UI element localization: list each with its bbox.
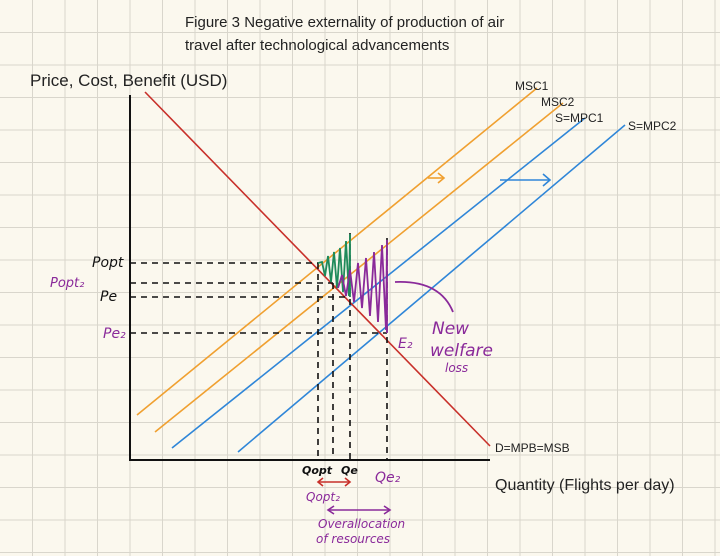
popt-label: Popt [92, 255, 124, 271]
demand-label: D=MPB=MSB [495, 441, 570, 455]
overallocation-text-1: Overallocation [318, 517, 405, 531]
welfare-loss-text-1: New [432, 319, 469, 339]
overallocation-text-2: of resources [316, 532, 390, 546]
welfare-loss-text-3: loss [445, 361, 468, 375]
qopt-qe-arrow [316, 477, 352, 487]
msc1-label: MSC1 [515, 79, 549, 93]
qopt-label: Qopt [302, 464, 333, 477]
x-axis-label: Quantity (Flights per day) [495, 477, 675, 494]
qe-label: Qe [341, 464, 358, 477]
mpc1-curve [171, 117, 586, 449]
e2-label: E₂ [398, 336, 413, 352]
msc1-curve [136, 87, 538, 416]
mpc-shift-arrow [500, 173, 552, 187]
welfare-loss-text-2: welfare [430, 341, 493, 361]
msc-shift-arrow [428, 172, 446, 184]
msc2-label: MSC2 [541, 95, 575, 109]
overallocation-arrow [326, 505, 392, 515]
dashed-guides [130, 233, 388, 460]
welfare-loss-pointer [394, 281, 454, 313]
pe2-label: Pe₂ [103, 326, 126, 342]
mpc2-label: S=MPC2 [628, 119, 677, 133]
mpc1-label: S=MPC1 [555, 111, 604, 125]
qopt2-label: Qopt₂ [306, 490, 340, 504]
popt2-label: Popt₂ [50, 276, 84, 291]
old-welfare-loss-area [317, 233, 351, 297]
qe2-label: Qe₂ [375, 470, 401, 486]
y-axis-label: Price, Cost, Benefit (USD) [30, 71, 227, 90]
pe-label: Pe [100, 289, 117, 305]
figure-title-line2: travel after technological advancements [185, 37, 449, 54]
figure-title-line1: Figure 3 Negative externality of product… [185, 14, 504, 31]
new-welfare-loss-area [337, 239, 388, 333]
